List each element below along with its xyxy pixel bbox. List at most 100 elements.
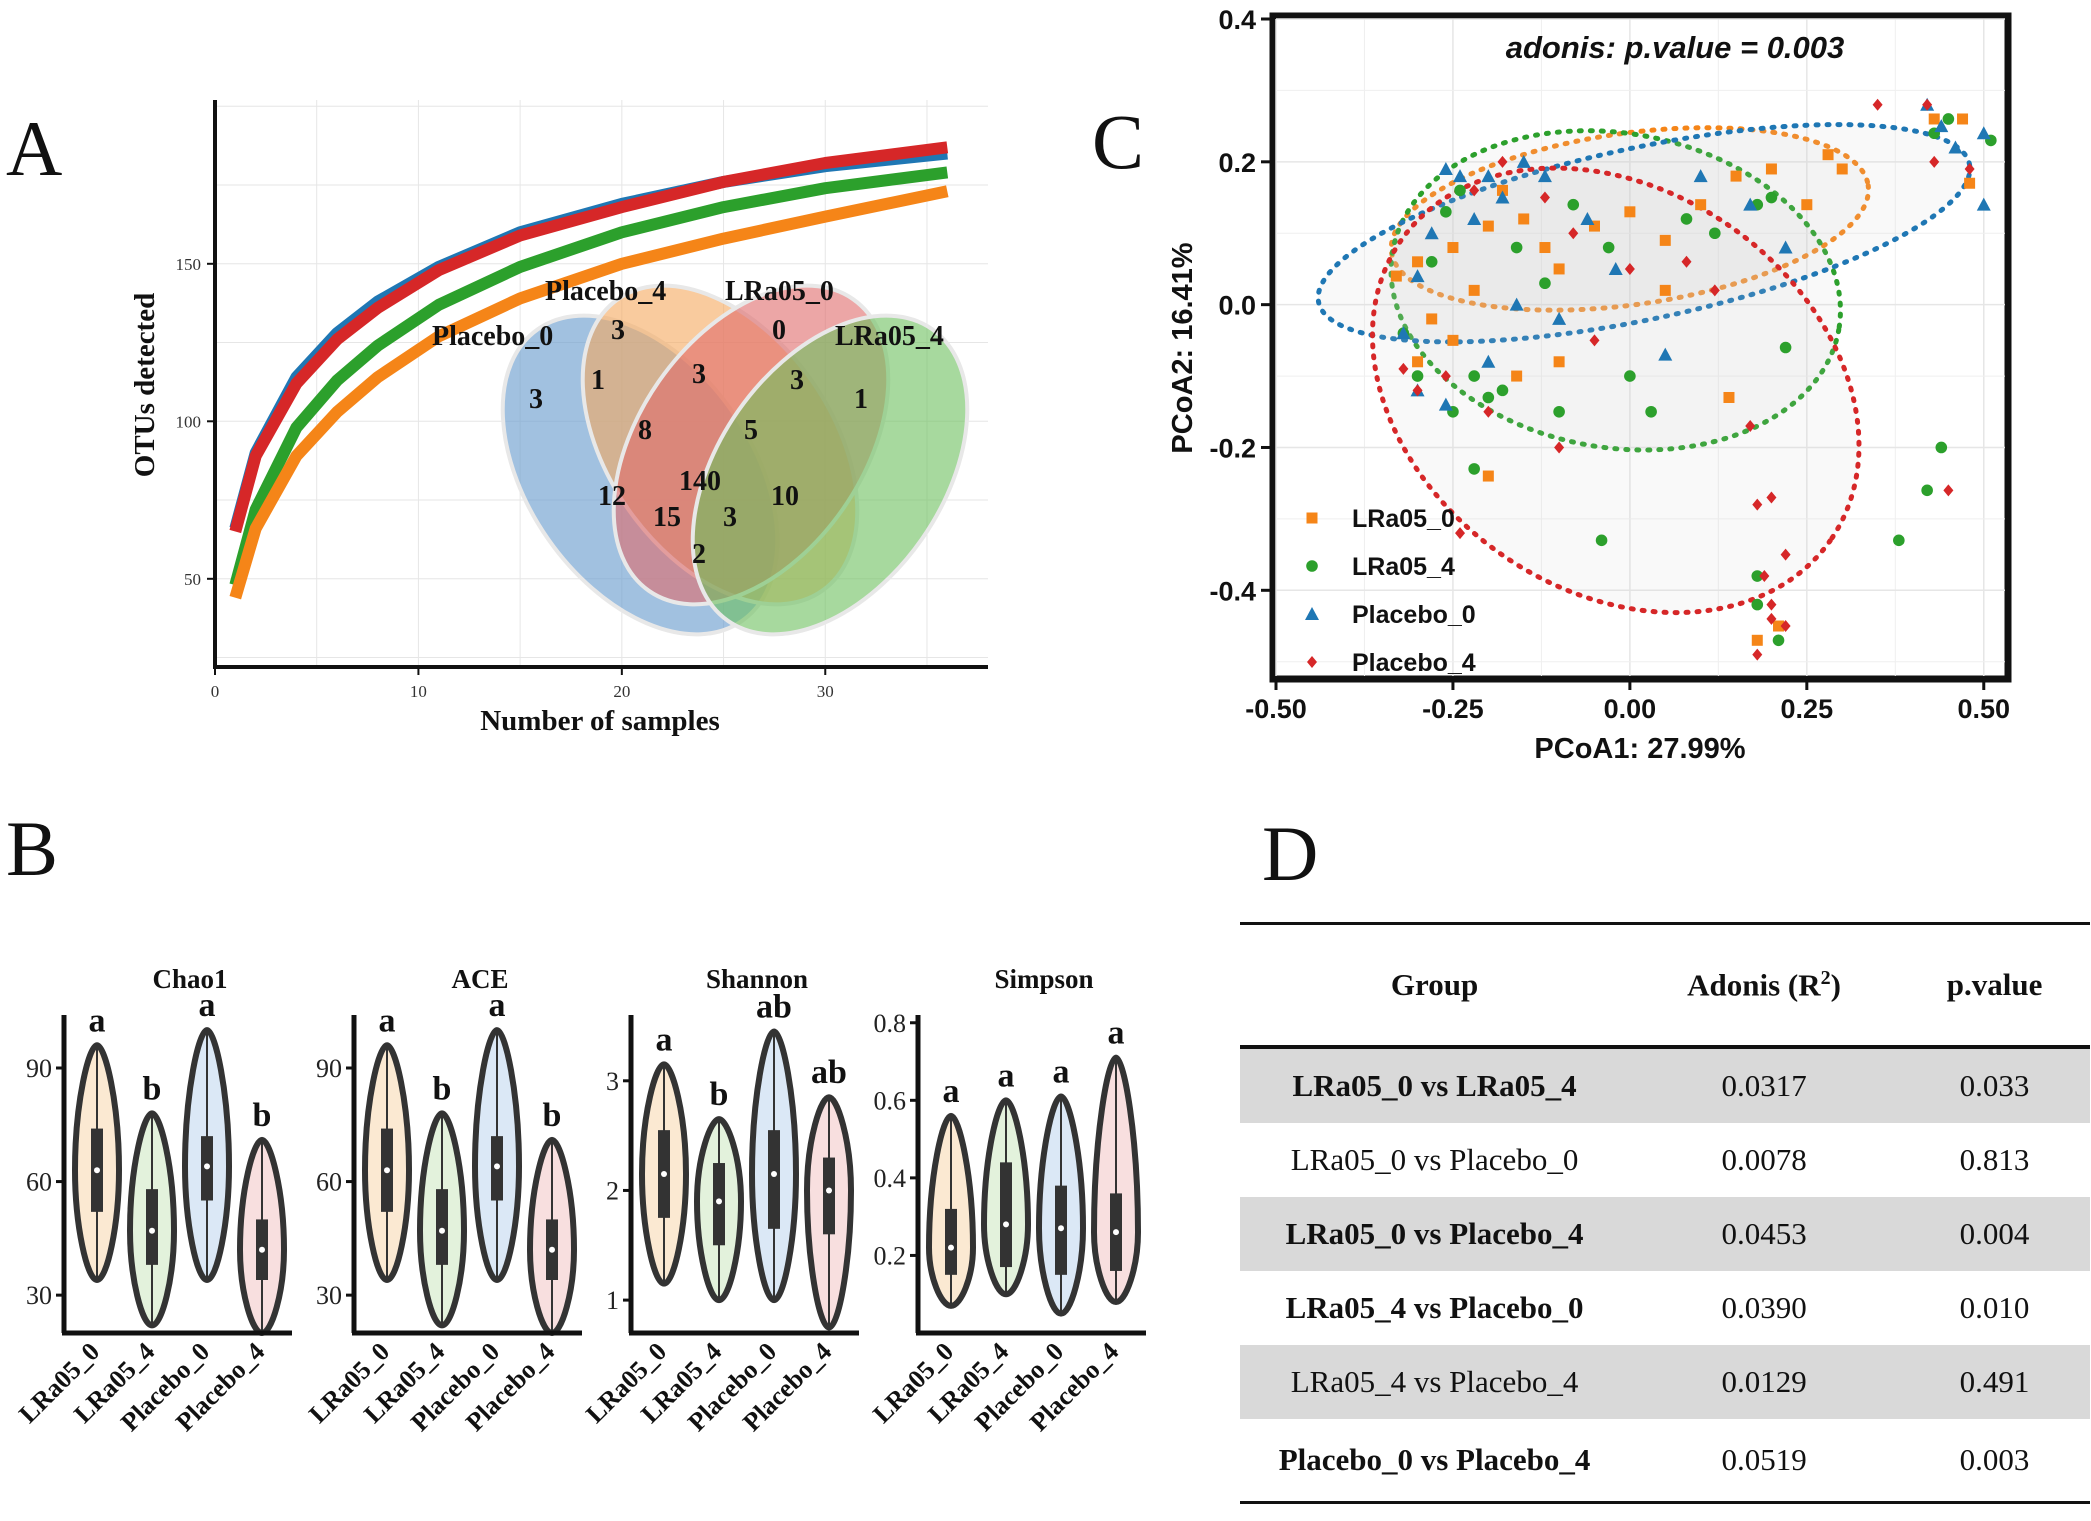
- point-lra050: [1539, 242, 1551, 254]
- x-tick-label: 10: [410, 682, 427, 701]
- significance-letter: a: [199, 987, 216, 1024]
- venn-label-placebo4: Placebo_4: [545, 276, 666, 307]
- point-lra050: [1468, 284, 1480, 296]
- significance-letter: a: [379, 1002, 396, 1039]
- significance-letter: b: [253, 1097, 272, 1134]
- point-lra054: [1468, 370, 1480, 382]
- panel-letter-b: B: [6, 805, 58, 892]
- point-placebo4: [1780, 620, 1791, 633]
- table-cell-group: LRa05_0 vs Placebo_0: [1290, 1142, 1579, 1177]
- point-lra050: [1659, 234, 1671, 246]
- violin-median: [439, 1227, 445, 1234]
- point-placebo4: [1681, 255, 1692, 268]
- table-cell-pvalue: 0.010: [1959, 1290, 2030, 1325]
- point-placebo0: [1424, 226, 1439, 240]
- panel-d-adonis-table: Group Adonis (R2) p.value LRa05_0 vs LRa…: [1240, 922, 2090, 1504]
- point-lra050: [1822, 149, 1834, 161]
- table-cell-group: LRa05_0 vs Placebo_4: [1240, 1197, 1630, 1271]
- point-lra054: [1893, 534, 1905, 547]
- violin-median: [716, 1198, 722, 1205]
- point-lra050: [1730, 170, 1742, 182]
- point-lra050: [1447, 334, 1459, 346]
- table-cell-pvalue: 0.004: [1899, 1197, 2090, 1271]
- table-cell-group: LRa05_4 vs Placebo_0: [1285, 1290, 1584, 1325]
- venn-region-placebo_0: 3: [529, 384, 543, 415]
- y-tick-label: 50: [184, 570, 201, 589]
- legend-label: LRa05_4: [1352, 553, 1455, 581]
- point-placebo0: [1481, 169, 1496, 183]
- point-placebo4: [1759, 570, 1770, 583]
- table-cell-pvalue: 0.491: [1899, 1345, 2090, 1419]
- pcoa-annotation: adonis: p.value = 0.003: [1506, 30, 1845, 65]
- point-placebo0: [1934, 119, 1949, 133]
- point-lra050: [1751, 634, 1763, 646]
- venn-label-placebo0: Placebo_0: [432, 321, 553, 352]
- y-tick-label: 90: [26, 1054, 52, 1083]
- point-placebo0: [1976, 197, 1991, 211]
- point-lra054: [1602, 241, 1615, 254]
- point-placebo4: [1766, 598, 1777, 611]
- violin-median: [771, 1171, 777, 1177]
- pcoa-grid: [1275, 18, 2005, 676]
- venn-region-placebo_0-placebo_4-lra05_0: 8: [638, 415, 652, 446]
- point-placebo0: [1396, 326, 1411, 340]
- adonis-table: Group Adonis (R2) p.value LRa05_0 vs LRa…: [1240, 922, 2090, 1504]
- point-lra050: [1659, 284, 1671, 296]
- point-placebo4: [1568, 227, 1579, 240]
- point-placebo0: [1537, 169, 1552, 183]
- point-lra054: [1709, 227, 1721, 240]
- point-lra054: [1751, 570, 1764, 582]
- violin-panel-simpson: SimpsonaLRa05_0aLRa05_4aPlacebo_0aPlaceb…: [867, 964, 1146, 1437]
- point-placebo0: [1516, 154, 1531, 168]
- point-lra050: [1964, 177, 1976, 189]
- point-placebo0: [1948, 140, 1963, 154]
- point-placebo0: [1495, 190, 1510, 204]
- point-placebo4: [1497, 155, 1508, 168]
- point-lra054: [1482, 391, 1495, 404]
- point-lra054: [1510, 241, 1523, 254]
- significance-letter: a: [943, 1073, 960, 1110]
- point-lra054: [1779, 341, 1792, 354]
- point-lra050: [1496, 184, 1508, 196]
- y-tick-label: 0.2: [1218, 148, 1256, 178]
- point-placebo0: [1608, 261, 1623, 275]
- point-placebo4: [1766, 491, 1777, 504]
- point-placebo0: [1693, 169, 1708, 183]
- y-tick-label: 60: [316, 1168, 342, 1197]
- point-lra050: [1447, 242, 1459, 254]
- table-cell-pvalue: 0.813: [1959, 1142, 2030, 1177]
- point-placebo4: [1483, 405, 1494, 418]
- point-lra050: [1553, 263, 1565, 275]
- point-lra050: [1723, 391, 1735, 403]
- venn-region-placebo_4-lra05_0-lra05_4: 5: [744, 415, 758, 446]
- point-lra050: [1426, 313, 1438, 325]
- legend-marker: [1305, 607, 1319, 620]
- venn-region-lra05_0-lra05_4: 3: [790, 365, 804, 396]
- venn-diagram: Placebo_0 Placebo_4 LRa05_0 LRa05_4 33 01…: [432, 276, 970, 637]
- legend-item-lra054: LRa05_4: [1306, 553, 1455, 581]
- venn-region-placebo_0-placebo_4: 1: [591, 365, 605, 396]
- legend-label: Placebo_0: [1352, 601, 1476, 629]
- x-tick-label: 0.25: [1781, 694, 1834, 724]
- table-header-row: Group Adonis (R2) p.value: [1240, 922, 2090, 1049]
- x-tick-label: -0.25: [1422, 694, 1484, 724]
- legend-item-placebo0: Placebo_0: [1305, 601, 1476, 629]
- point-lra050: [1588, 220, 1600, 232]
- x-tick-label: 30: [817, 682, 834, 701]
- legend-marker: [1306, 512, 1318, 524]
- pcoa-legend: LRa05_0 LRa05_4 Placebo_0 Placebo_4: [1305, 505, 1476, 677]
- point-lra054: [1553, 405, 1565, 418]
- point-lra050: [1624, 206, 1636, 218]
- y-tick-label: 0.4: [1218, 5, 1256, 35]
- y-tick-label: -0.2: [1209, 433, 1256, 463]
- x-tick-label: -0.50: [1245, 694, 1307, 724]
- y-tick-label: 0.4: [874, 1164, 907, 1193]
- y-tick-label: 0.2: [874, 1241, 907, 1270]
- panel-letter-a: A: [6, 105, 62, 192]
- table-row: LRa05_0 vs Placebo_4 0.0453 0.004: [1240, 1197, 2090, 1271]
- violin-panel-chao1: Chao1aLRa05_0bLRa05_4aPlacebo_0bPlacebo_…: [13, 964, 292, 1437]
- table-cell-pvalue: 0.003: [1899, 1419, 2090, 1504]
- table-cell-r2: 0.0390: [1721, 1290, 1807, 1325]
